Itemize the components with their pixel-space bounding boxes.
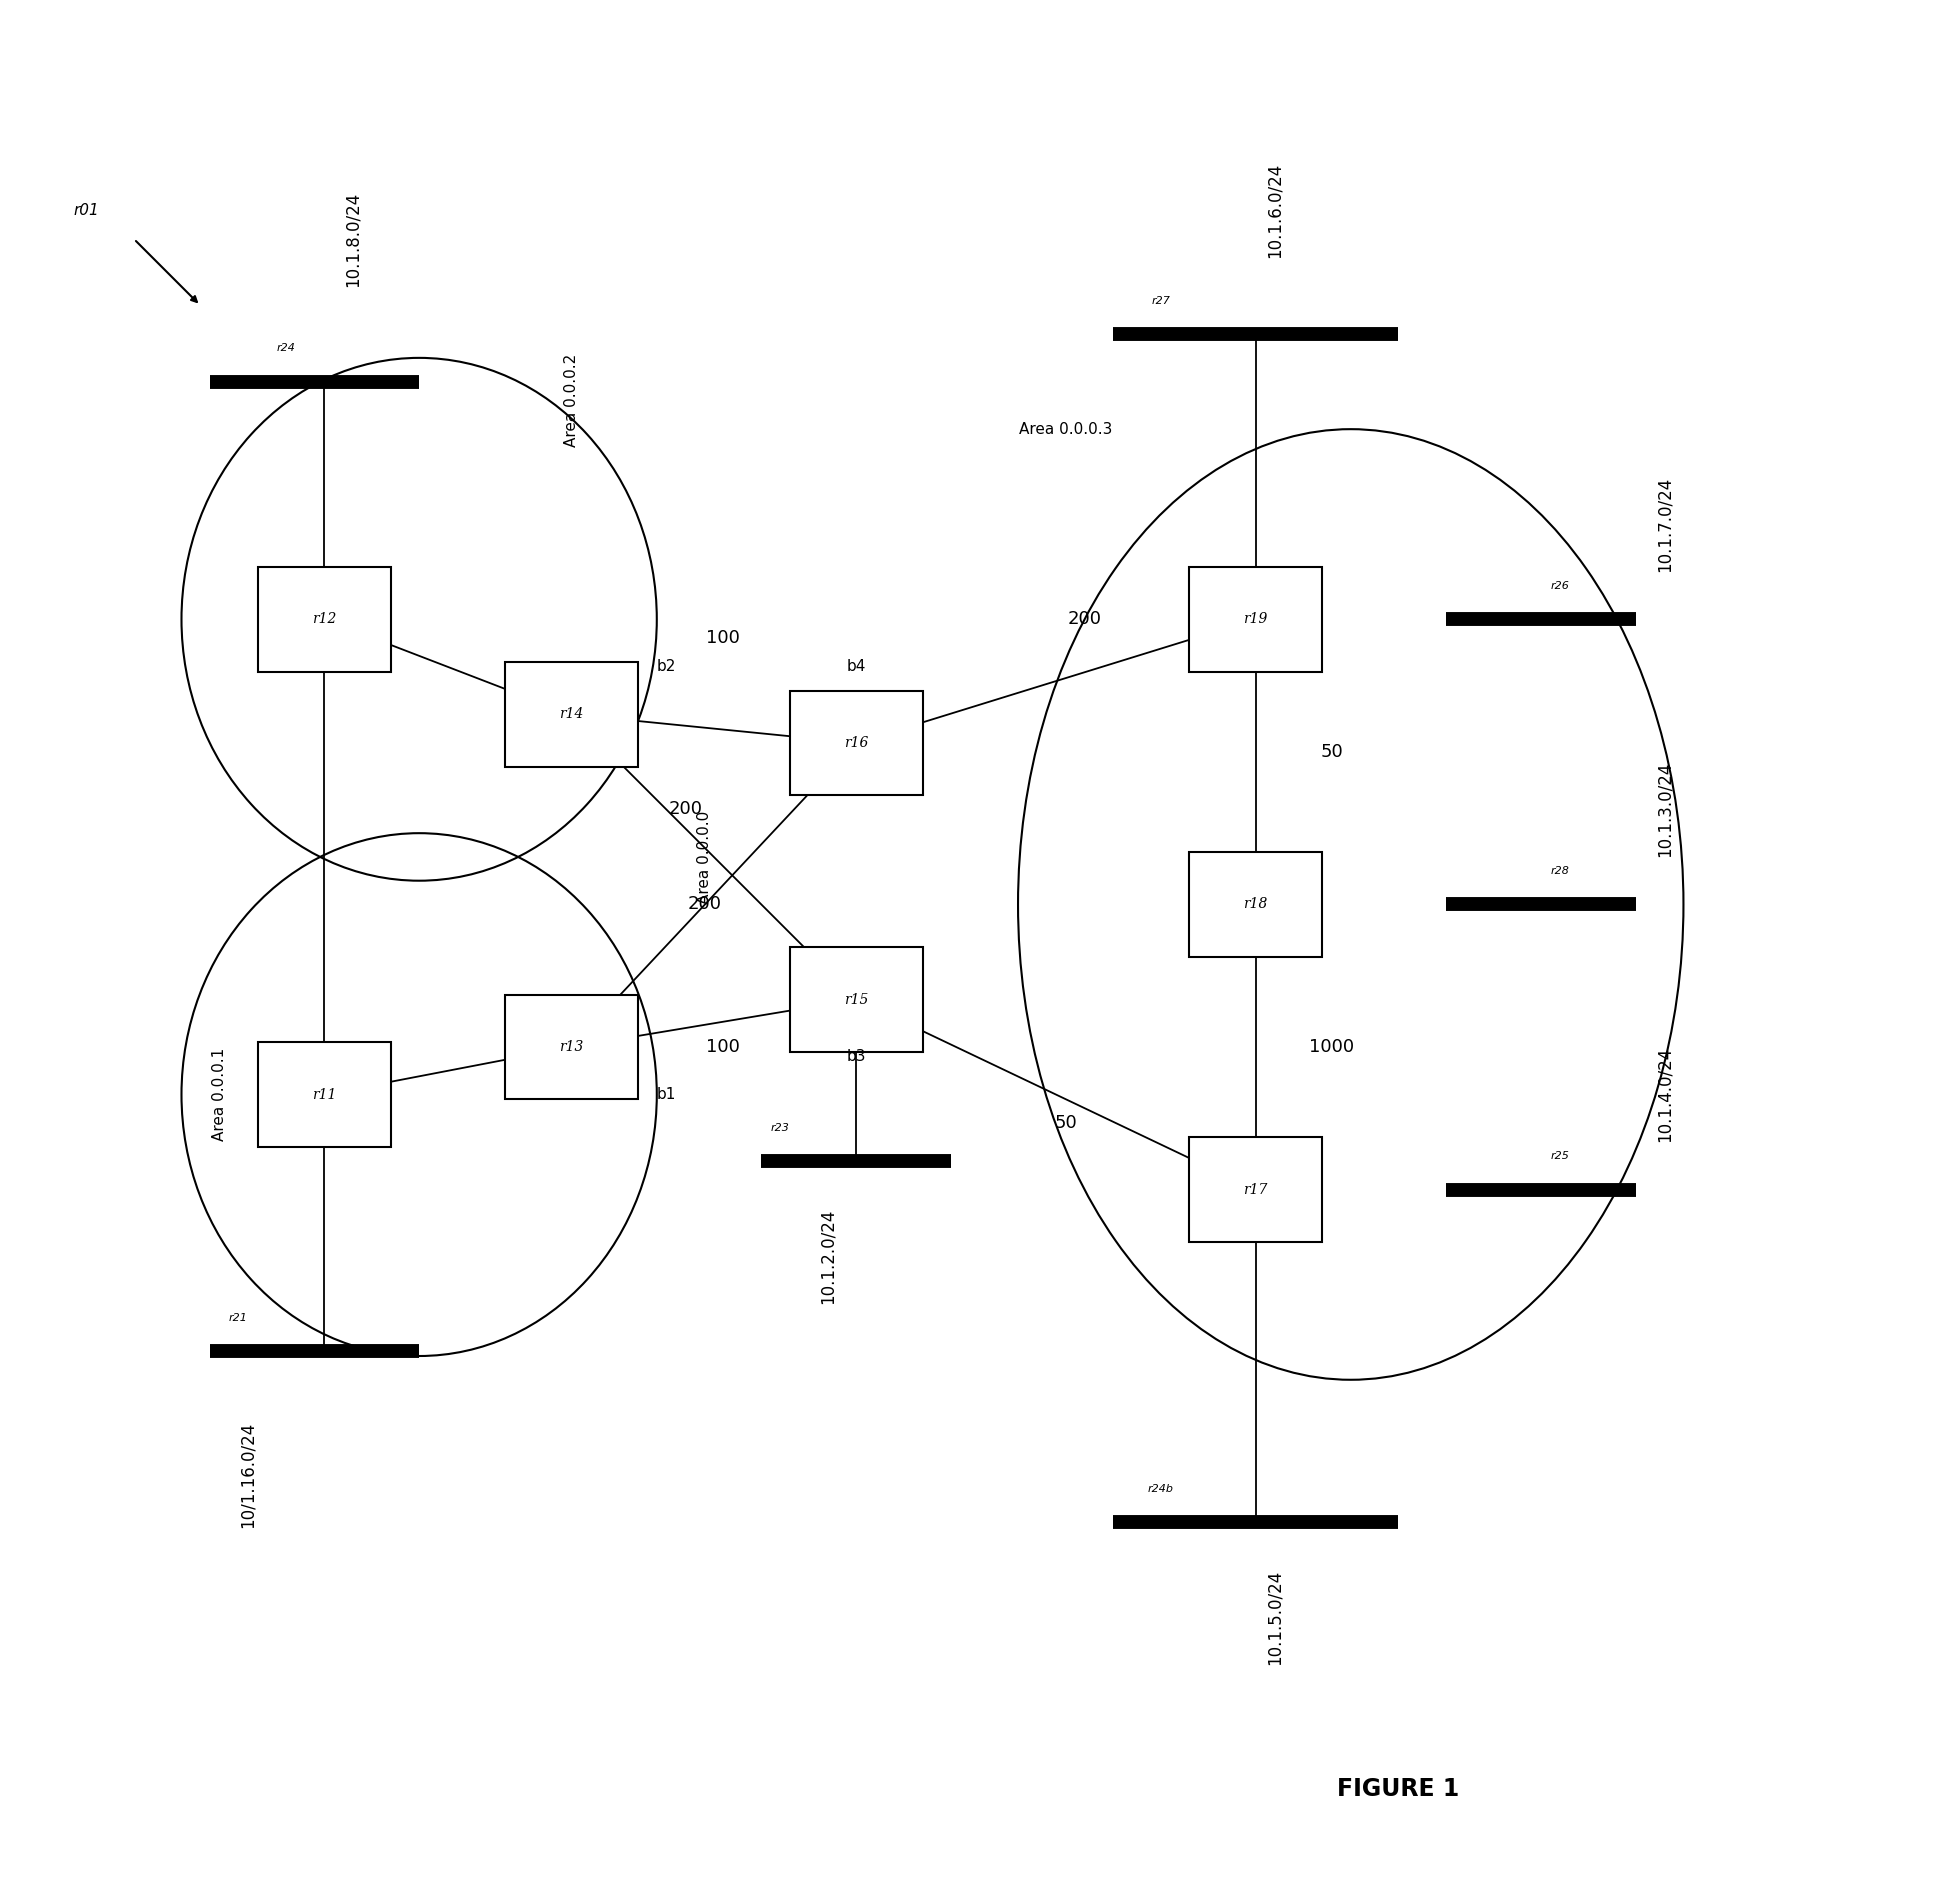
FancyBboxPatch shape [505,663,639,767]
Text: 10.1.2.0/24: 10.1.2.0/24 [819,1209,837,1304]
FancyBboxPatch shape [790,691,924,796]
Text: r27: r27 [1151,295,1170,305]
Text: r28: r28 [1551,866,1570,876]
Text: r24: r24 [278,343,295,352]
Text: r16: r16 [844,735,870,750]
Text: 10.1.7.0/24: 10.1.7.0/24 [1656,476,1673,571]
Text: b2: b2 [656,659,675,674]
Text: 200: 200 [687,895,722,914]
Text: 50: 50 [1320,743,1343,762]
FancyBboxPatch shape [505,994,639,1099]
Text: b1: b1 [656,1087,675,1102]
Text: FIGURE 1: FIGURE 1 [1337,1776,1460,1801]
Text: r25: r25 [1551,1152,1570,1161]
Text: 10/1.16.0/24: 10/1.16.0/24 [239,1422,256,1529]
Text: Area 0.0.0.1: Area 0.0.0.1 [212,1047,227,1140]
Text: r01: r01 [74,204,99,219]
Text: r21: r21 [229,1312,248,1323]
FancyBboxPatch shape [258,1041,390,1146]
Text: r19: r19 [1244,613,1267,626]
Text: Area 0.0.0.3: Area 0.0.0.3 [1019,421,1112,436]
Text: r23: r23 [771,1123,790,1133]
Text: 200: 200 [668,800,703,819]
FancyBboxPatch shape [1190,853,1322,956]
Text: r15: r15 [844,992,870,1007]
Text: 10.1.6.0/24: 10.1.6.0/24 [1266,164,1283,259]
Text: b4: b4 [846,659,866,674]
Text: 100: 100 [707,630,740,647]
FancyBboxPatch shape [1190,1137,1322,1241]
Text: 50: 50 [1054,1114,1077,1133]
Text: 1000: 1000 [1308,1038,1355,1057]
FancyBboxPatch shape [258,567,390,672]
FancyBboxPatch shape [1190,567,1322,672]
Text: 100: 100 [707,1038,740,1057]
Text: b3: b3 [846,1049,866,1064]
Text: Area 0.0.0.2: Area 0.0.0.2 [563,354,578,447]
Text: 200: 200 [1068,611,1102,628]
Text: 10.1.8.0/24: 10.1.8.0/24 [344,192,361,288]
Text: r18: r18 [1244,897,1267,912]
Text: 10.1.5.0/24: 10.1.5.0/24 [1266,1569,1283,1666]
Text: r17: r17 [1244,1182,1267,1196]
Text: r14: r14 [559,708,584,722]
Text: r12: r12 [313,613,336,626]
Text: r26: r26 [1551,581,1570,590]
Text: 10.1.3.0/24: 10.1.3.0/24 [1656,762,1673,857]
Text: r13: r13 [559,1040,584,1055]
Text: 10.1.4.0/24: 10.1.4.0/24 [1656,1047,1673,1142]
Text: Area 0.0.0.0: Area 0.0.0.0 [697,811,712,904]
Text: r11: r11 [313,1087,336,1102]
Text: r24b: r24b [1147,1483,1174,1495]
FancyBboxPatch shape [790,948,924,1051]
